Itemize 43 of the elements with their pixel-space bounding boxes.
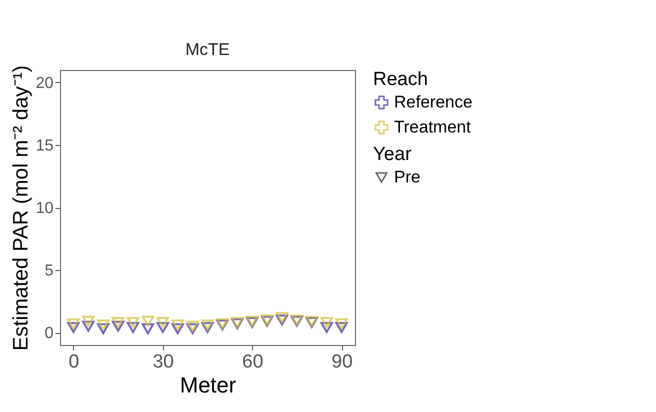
y-tick-label: 5: [44, 262, 54, 280]
x-tick-label: 90: [332, 352, 353, 372]
point: [82, 316, 95, 327]
point: [67, 322, 80, 334]
point: [201, 322, 214, 334]
point: [201, 319, 214, 331]
point: [276, 314, 288, 326]
point: [186, 323, 199, 334]
point: [335, 322, 348, 334]
point: [96, 319, 110, 331]
x-tick-label: 30: [152, 352, 174, 372]
point: [320, 322, 333, 334]
point: [186, 320, 199, 332]
point: [126, 316, 140, 328]
legend-title: Reach: [373, 69, 428, 90]
point: [82, 320, 95, 332]
point: [276, 312, 288, 324]
text: Pre: [394, 168, 420, 186]
point: [320, 316, 333, 328]
y-tick-label: 20: [36, 75, 54, 92]
point: [156, 322, 170, 334]
point: [171, 323, 184, 334]
point: [112, 316, 124, 328]
point: [96, 323, 110, 334]
y-tick-label: 15: [36, 138, 54, 154]
y-axis-title: Estimated PAR (mol m⁻² day⁻¹): [10, 65, 33, 351]
point: [171, 319, 184, 331]
y-tick-label: 0: [44, 325, 54, 342]
point: [67, 318, 80, 330]
y-tick-label: 10: [36, 200, 54, 217]
chart-title: McTE: [185, 40, 230, 59]
x-axis-title: Meter: [180, 372, 236, 398]
x-tick-label: 0: [68, 352, 80, 372]
point: [126, 322, 140, 334]
point: [142, 316, 154, 327]
point: [112, 320, 124, 332]
x-tick-label: 60: [242, 352, 264, 372]
legend-label: Reference: [394, 92, 472, 112]
text: Year: [373, 144, 412, 165]
point: [142, 323, 154, 334]
point: [156, 316, 170, 328]
legend-label: Treatment: [394, 118, 472, 136]
point: [335, 318, 348, 330]
